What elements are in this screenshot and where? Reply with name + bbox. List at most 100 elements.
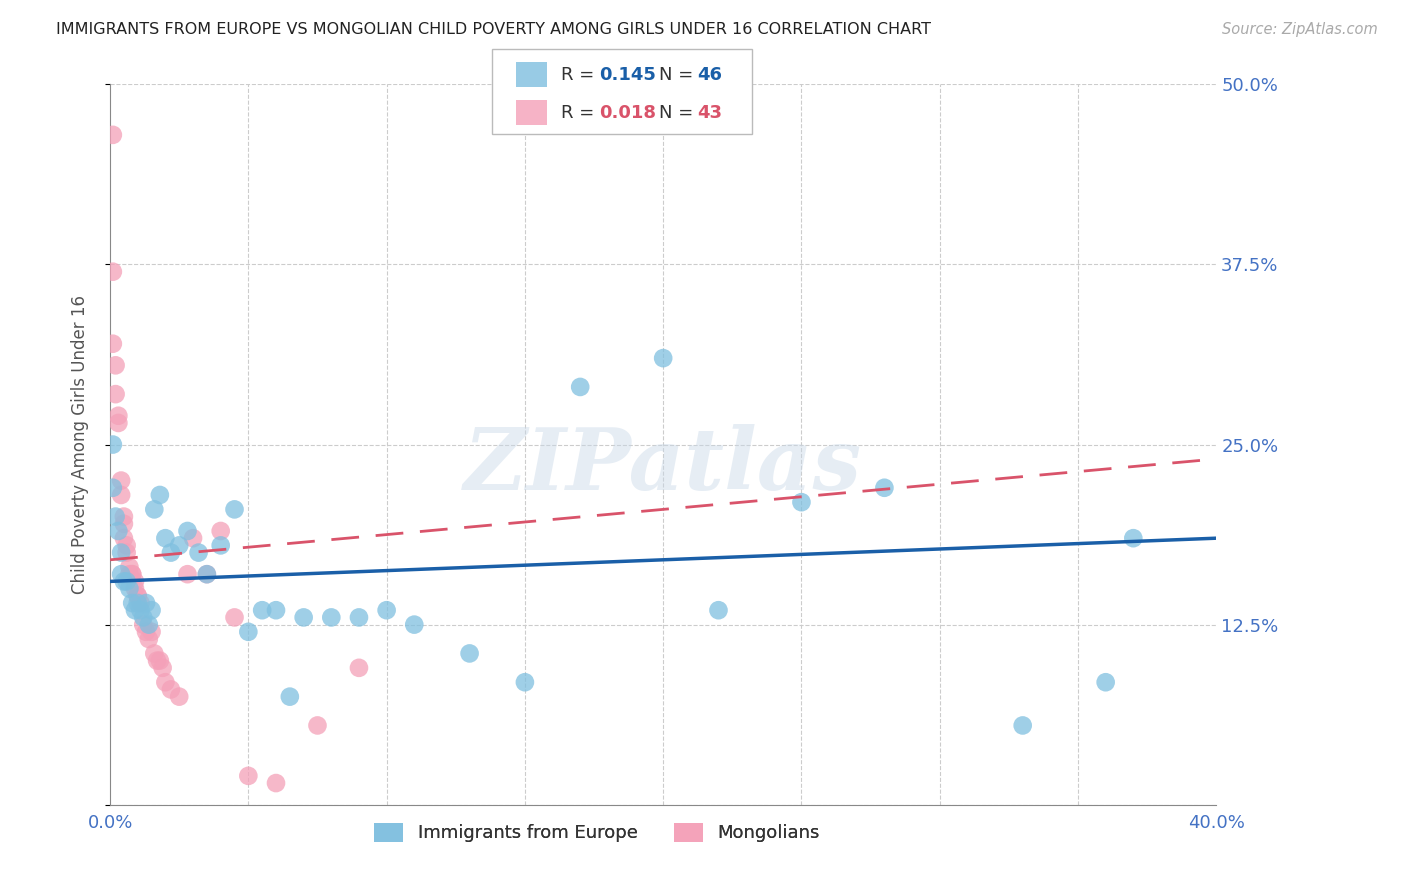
Point	[707, 603, 730, 617]
Point	[112, 516, 135, 531]
Y-axis label: Child Poverty Among Girls Under 16: Child Poverty Among Girls Under 16	[72, 295, 89, 594]
Point	[121, 567, 143, 582]
Point	[132, 617, 155, 632]
Point	[176, 524, 198, 538]
Point	[135, 624, 157, 639]
Point	[124, 574, 146, 589]
Point	[209, 524, 232, 538]
Point	[155, 675, 177, 690]
Point	[347, 610, 370, 624]
Point	[110, 474, 132, 488]
Point	[135, 596, 157, 610]
Point	[104, 387, 127, 401]
Point	[101, 265, 124, 279]
Point	[127, 589, 149, 603]
Point	[101, 481, 124, 495]
Point	[250, 603, 273, 617]
Text: IMMIGRANTS FROM EUROPE VS MONGOLIAN CHILD POVERTY AMONG GIRLS UNDER 16 CORRELATI: IMMIGRANTS FROM EUROPE VS MONGOLIAN CHIL…	[56, 22, 931, 37]
Point	[138, 632, 160, 646]
Point	[292, 610, 315, 624]
Point	[146, 654, 169, 668]
Point	[115, 546, 138, 560]
Point	[112, 531, 135, 545]
Point	[107, 416, 129, 430]
Point	[138, 617, 160, 632]
Point	[118, 582, 141, 596]
Point	[176, 567, 198, 582]
Point	[167, 538, 190, 552]
Point	[321, 610, 343, 624]
Point	[224, 610, 246, 624]
Point	[121, 567, 143, 582]
Point	[264, 603, 287, 617]
Text: R =: R =	[561, 66, 600, 84]
Point	[115, 574, 138, 589]
Point	[124, 582, 146, 596]
Text: Source: ZipAtlas.com: Source: ZipAtlas.com	[1222, 22, 1378, 37]
Point	[124, 603, 146, 617]
Text: 0.018: 0.018	[599, 103, 657, 121]
Point	[132, 610, 155, 624]
Point	[375, 603, 398, 617]
Point	[224, 502, 246, 516]
Point	[1094, 675, 1116, 690]
Point	[149, 488, 172, 502]
Point	[104, 359, 127, 373]
Point	[209, 538, 232, 552]
Point	[152, 661, 174, 675]
Point	[107, 409, 129, 423]
Point	[195, 567, 218, 582]
Point	[101, 128, 124, 142]
Point	[181, 531, 204, 545]
Point	[404, 617, 426, 632]
Point	[513, 675, 536, 690]
Point	[873, 481, 896, 495]
Point	[129, 603, 152, 617]
Legend: Immigrants from Europe, Mongolians: Immigrants from Europe, Mongolians	[367, 816, 827, 850]
Point	[569, 380, 592, 394]
Point	[141, 603, 163, 617]
Point	[118, 560, 141, 574]
Point	[790, 495, 813, 509]
Point	[104, 509, 127, 524]
Text: 46: 46	[697, 66, 723, 84]
Text: 43: 43	[697, 103, 723, 121]
Text: N =: N =	[659, 66, 699, 84]
Point	[101, 336, 124, 351]
Point	[1122, 531, 1144, 545]
Point	[127, 596, 149, 610]
Point	[238, 769, 260, 783]
Point	[101, 437, 124, 451]
Point	[129, 596, 152, 610]
Point	[110, 567, 132, 582]
Point	[127, 589, 149, 603]
Text: R =: R =	[561, 103, 600, 121]
Point	[458, 647, 481, 661]
Point	[307, 718, 329, 732]
Point	[155, 531, 177, 545]
Point	[195, 567, 218, 582]
Point	[238, 624, 260, 639]
Point	[143, 647, 166, 661]
Point	[187, 546, 209, 560]
Point	[160, 546, 183, 560]
Point	[107, 524, 129, 538]
Point	[110, 546, 132, 560]
Text: N =: N =	[659, 103, 699, 121]
Text: 0.145: 0.145	[599, 66, 655, 84]
Point	[149, 654, 172, 668]
Point	[167, 690, 190, 704]
Point	[278, 690, 301, 704]
Point	[112, 574, 135, 589]
Point	[115, 538, 138, 552]
Point	[160, 682, 183, 697]
Point	[264, 776, 287, 790]
Point	[112, 509, 135, 524]
Point	[652, 351, 675, 365]
Point	[110, 488, 132, 502]
Text: ZIPatlas: ZIPatlas	[464, 425, 862, 508]
Point	[121, 596, 143, 610]
Point	[143, 502, 166, 516]
Point	[141, 624, 163, 639]
Point	[347, 661, 370, 675]
